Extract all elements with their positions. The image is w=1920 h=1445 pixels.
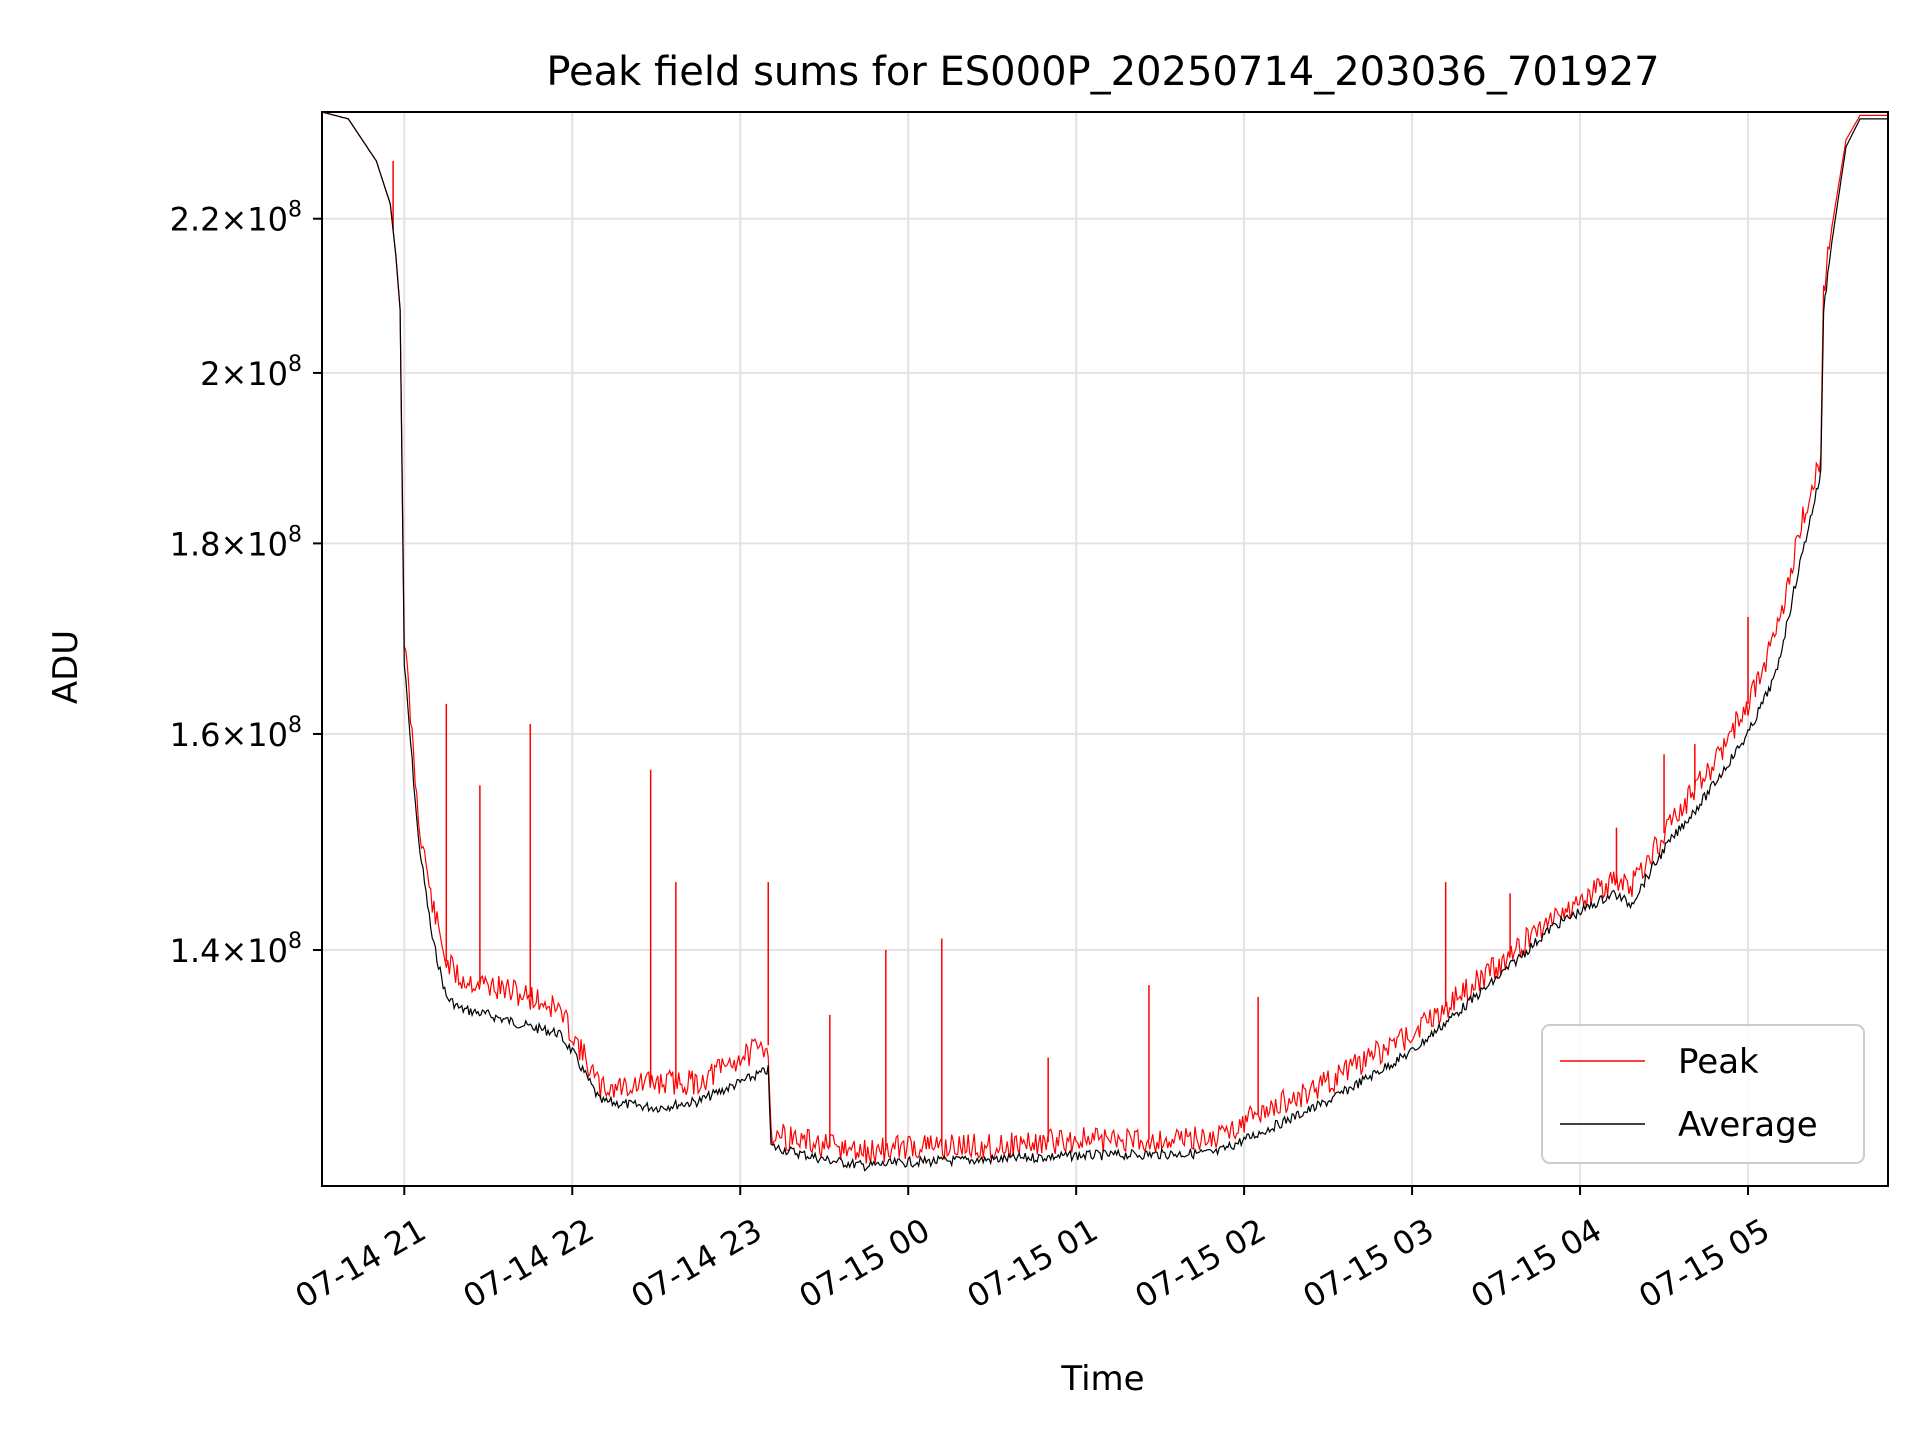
legend-label-average: Average: [1678, 1105, 1818, 1145]
y-axis-ticks: 1.4×108 1.6×108 1.8×108 2×108 2.2×108: [170, 198, 322, 970]
y-tick-label: 2.2×108: [170, 198, 302, 239]
chart-title: Peak field sums for ES000P_20250714_2030…: [546, 49, 1659, 95]
y-tick-label: 1.6×108: [170, 713, 302, 754]
legend-label-peak: Peak: [1678, 1042, 1759, 1082]
legend: Peak Average: [1541, 1024, 1865, 1164]
grid-layer: [322, 112, 1888, 1186]
x-axis-label: Time: [1060, 1359, 1144, 1399]
y-tick-label: 2×108: [200, 352, 302, 393]
y-axis-label: ADU: [46, 630, 86, 704]
legend-box: [1541, 1024, 1865, 1164]
y-tick-label: 1.8×108: [170, 522, 302, 563]
axes-frame: [321, 111, 1889, 1187]
plot-area: [321, 111, 1889, 1187]
y-tick-label: 1.4×108: [170, 929, 302, 970]
series-line-average: [321, 111, 1888, 1172]
series-layer: [321, 111, 1888, 1172]
series-line-peak: [321, 111, 1888, 1164]
